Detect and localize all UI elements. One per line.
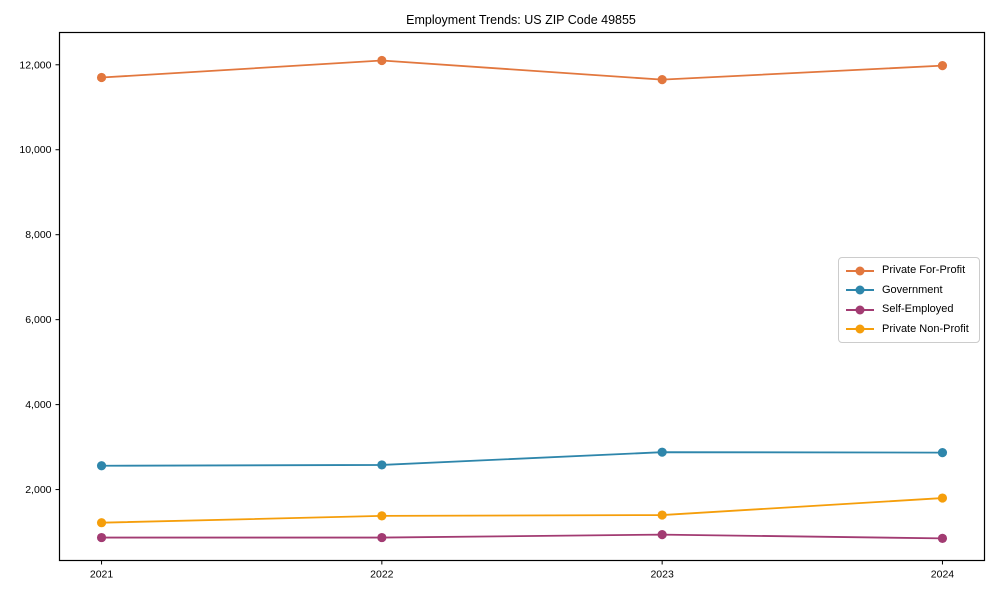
series-line-private-for-profit bbox=[101, 59, 943, 81]
chart-title: Employment Trends: US ZIP Code 49855 bbox=[406, 13, 636, 27]
data-point-private-non-profit-2022 bbox=[377, 511, 387, 521]
data-point-self-employed-2022 bbox=[377, 532, 387, 543]
x-tick-label: 2022 bbox=[370, 569, 394, 581]
legend-item-private-non-profit: Private Non-Profit bbox=[846, 320, 972, 339]
axis-ticks: 2,000 4,000 6,000 8,000 10,000 12,000 2021 2022… bbox=[19, 59, 954, 580]
legend-label: Self-Employed bbox=[882, 303, 954, 316]
data-point-government-2023 bbox=[657, 447, 667, 457]
legend-swatch-icon bbox=[846, 265, 874, 276]
data-point-self-employed-2024 bbox=[937, 533, 948, 544]
y-tick-label: 6,000 bbox=[25, 314, 51, 326]
legend-item-private-for-profit: Private For-Profit bbox=[846, 261, 972, 280]
data-point-self-employed-2023 bbox=[657, 529, 667, 540]
legend-label: Private For-Profit bbox=[882, 264, 966, 277]
legend-swatch-icon bbox=[846, 324, 874, 335]
y-tick-label: 8,000 bbox=[25, 229, 51, 241]
y-tick-label: 10,000 bbox=[19, 144, 51, 156]
series-line-self-employed bbox=[101, 533, 943, 540]
data-point-private-non-profit-2024 bbox=[937, 493, 948, 503]
series-line-government bbox=[101, 451, 943, 467]
data-point-private-for-profit-2023 bbox=[657, 75, 667, 85]
data-point-government-2021 bbox=[96, 461, 107, 471]
y-tick-label: 12,000 bbox=[19, 59, 51, 71]
series-private-non-profit bbox=[96, 493, 948, 528]
plot-border bbox=[58, 31, 986, 562]
data-point-private-for-profit-2022 bbox=[377, 55, 387, 66]
data-point-self-employed-2021 bbox=[96, 532, 107, 543]
data-point-government-2022 bbox=[377, 460, 387, 470]
legend-item-self-employed: Self-Employed bbox=[846, 300, 972, 319]
legend-swatch-icon bbox=[846, 304, 874, 315]
legend: Private For-Profit Government Self-Employe… bbox=[838, 257, 980, 343]
x-tick-label: 2023 bbox=[650, 569, 674, 581]
series-government bbox=[96, 447, 948, 471]
legend-label: Private Non-Profit bbox=[882, 322, 969, 335]
data-point-private-for-profit-2021 bbox=[96, 72, 107, 83]
y-tick-label: 4,000 bbox=[25, 399, 51, 411]
data-point-private-non-profit-2023 bbox=[657, 510, 667, 520]
data-point-government-2024 bbox=[937, 448, 948, 458]
series-line-private-non-profit bbox=[101, 497, 943, 524]
legend-label: Government bbox=[882, 283, 943, 296]
x-tick-label: 2024 bbox=[931, 569, 955, 581]
y-tick-label: 2,000 bbox=[25, 484, 51, 496]
x-tick-label: 2021 bbox=[90, 569, 114, 581]
legend-item-government: Government bbox=[846, 281, 972, 300]
series-layer bbox=[96, 55, 948, 544]
series-private-for-profit bbox=[96, 55, 948, 85]
series-self-employed bbox=[96, 529, 948, 544]
legend-swatch-icon bbox=[846, 285, 874, 296]
data-point-private-for-profit-2024 bbox=[937, 61, 948, 71]
data-point-private-non-profit-2021 bbox=[96, 518, 107, 528]
